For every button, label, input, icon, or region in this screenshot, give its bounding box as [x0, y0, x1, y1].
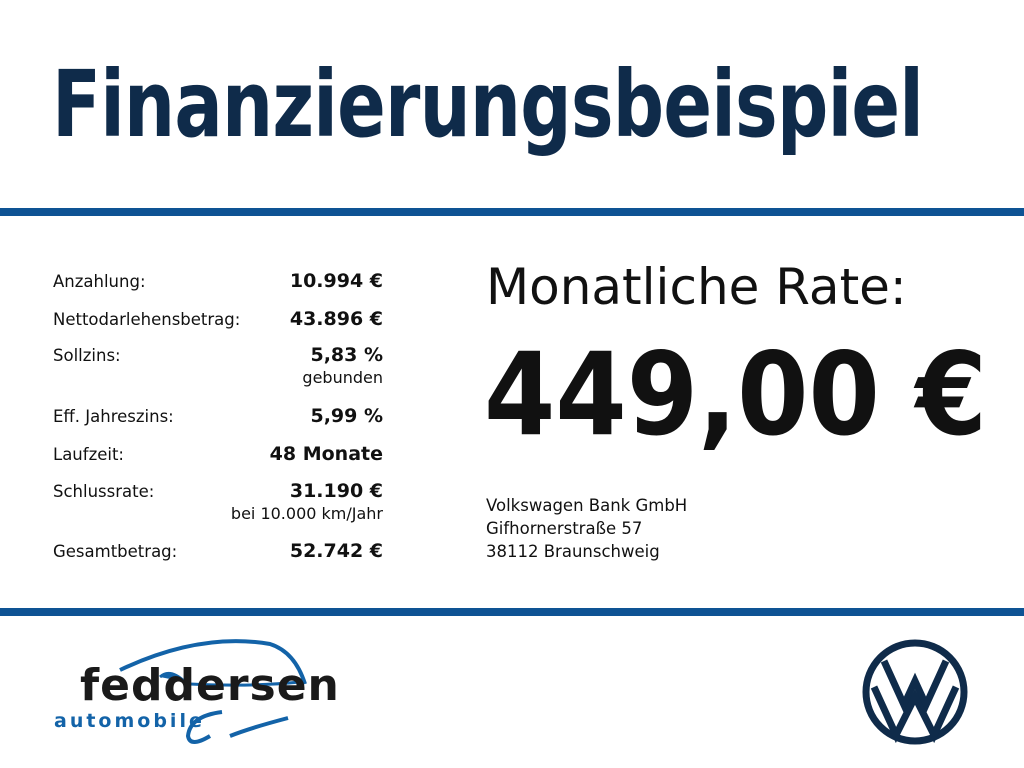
- row-label: Sollzins:: [53, 346, 121, 365]
- row-label: Gesamtbetrag:: [53, 542, 178, 561]
- dealer-tagline: automobile: [54, 710, 205, 732]
- vw-logo: [862, 639, 968, 745]
- row-label: Laufzeit:: [53, 445, 124, 464]
- divider-top: [0, 208, 1024, 216]
- row-label: Anzahlung:: [53, 272, 146, 291]
- monthly-rate-value: 449,00 €: [484, 328, 988, 461]
- row-value: 31.190 €: [289, 480, 383, 502]
- row-value: 52.742 €: [289, 540, 383, 562]
- row-label: Schlussrate:: [53, 482, 155, 501]
- divider-bottom: [0, 608, 1024, 616]
- car-outline-icon: [119, 639, 307, 744]
- row-value: 43.896 €: [289, 308, 383, 330]
- bank-street: Gifhornerstraße 57: [486, 519, 643, 538]
- monthly-rate-label: Monatliche Rate:: [486, 258, 907, 316]
- dealer-logo: feddersen automobile: [50, 632, 340, 752]
- row-value: 5,99 %: [310, 405, 383, 427]
- row-label: Nettodarlehensbetrag:: [53, 310, 241, 329]
- bank-name: Volkswagen Bank GmbH: [486, 496, 688, 515]
- bank-city: 38112 Braunschweig: [486, 542, 660, 561]
- dealer-name: feddersen: [80, 660, 340, 711]
- row-value: 48 Monate: [269, 443, 383, 465]
- row-note: bei 10.000 km/Jahr: [230, 504, 383, 523]
- row-value: 10.994 €: [289, 270, 383, 292]
- row-value: 5,83 %: [310, 344, 383, 366]
- row-note: gebunden: [302, 368, 383, 387]
- row-label: Eff. Jahreszins:: [53, 407, 174, 426]
- page-title: Finanzierungsbeispiel: [52, 51, 924, 158]
